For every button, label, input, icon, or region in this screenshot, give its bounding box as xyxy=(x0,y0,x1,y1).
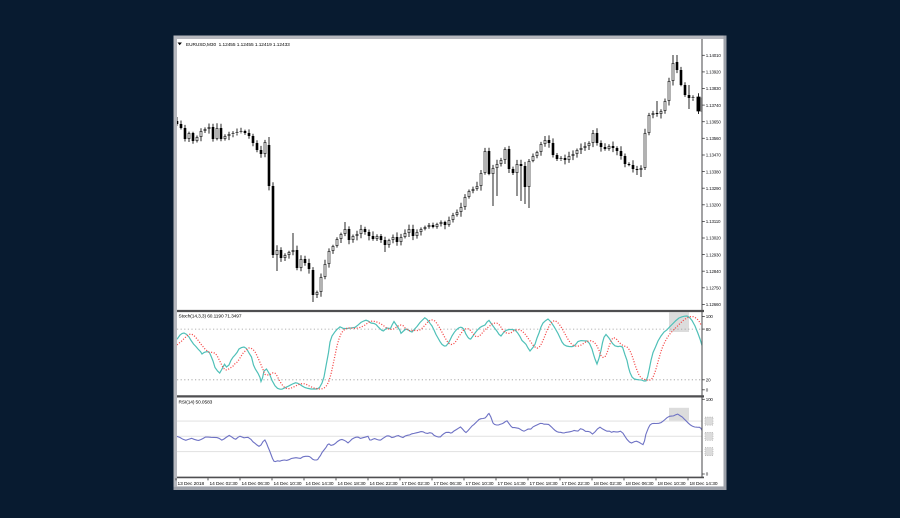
svg-text:1.12660: 1.12660 xyxy=(706,302,722,307)
svg-text:17 Dec 18:30: 17 Dec 18:30 xyxy=(530,481,558,487)
svg-text:1.13560: 1.13560 xyxy=(706,136,722,141)
svg-text:17 Dec 02:30: 17 Dec 02:30 xyxy=(402,481,430,487)
svg-text:1.12930: 1.12930 xyxy=(706,252,722,257)
svg-text:18 Dec 10:30: 18 Dec 10:30 xyxy=(658,481,686,487)
svg-text:1.13830: 1.13830 xyxy=(706,86,722,91)
svg-text:1.13110: 1.13110 xyxy=(706,219,721,224)
svg-text:RSI(14) 50.0583: RSI(14) 50.0583 xyxy=(179,400,213,406)
svg-text:18 Dec 14:30: 18 Dec 14:30 xyxy=(690,481,718,487)
svg-text:14 Dec 06:30: 14 Dec 06:30 xyxy=(242,481,270,487)
svg-text:1.13470: 1.13470 xyxy=(706,153,722,158)
svg-text:1.13290: 1.13290 xyxy=(706,186,722,191)
svg-text:100: 100 xyxy=(706,314,714,319)
svg-text:0: 0 xyxy=(706,472,709,477)
svg-text:14 Dec 18:30: 14 Dec 18:30 xyxy=(338,481,366,487)
svg-text:17 Dec 10:30: 17 Dec 10:30 xyxy=(466,481,494,487)
svg-text:20: 20 xyxy=(706,378,711,383)
svg-text:14 Dec 22:30: 14 Dec 22:30 xyxy=(370,481,398,487)
svg-text:1.13740: 1.13740 xyxy=(706,103,722,108)
svg-text:1.13650: 1.13650 xyxy=(706,119,722,124)
svg-text:80: 80 xyxy=(706,327,711,332)
svg-text:1.12750: 1.12750 xyxy=(706,286,722,291)
svg-text:14 Dec 14:30: 14 Dec 14:30 xyxy=(306,481,334,487)
svg-text:14 Dec 02:30: 14 Dec 02:30 xyxy=(210,481,238,487)
svg-text:17 Dec 14:30: 17 Dec 14:30 xyxy=(498,481,526,487)
svg-text:18 Dec 02:30: 18 Dec 02:30 xyxy=(594,481,622,487)
svg-text:1.12840: 1.12840 xyxy=(706,269,722,274)
svg-text:Stoch(14,3,3) 60.1190 71.3497: Stoch(14,3,3) 60.1190 71.3497 xyxy=(179,314,242,320)
svg-text:14 Dec 10:30: 14 Dec 10:30 xyxy=(274,481,302,487)
svg-text:1.13920: 1.13920 xyxy=(706,70,722,75)
svg-text:17 Dec 22:30: 17 Dec 22:30 xyxy=(562,481,590,487)
svg-text:13 Dec 2018: 13 Dec 2018 xyxy=(178,481,205,487)
svg-text:0: 0 xyxy=(706,388,709,393)
svg-text:18 Dec 06:30: 18 Dec 06:30 xyxy=(626,481,654,487)
svg-text:100: 100 xyxy=(706,397,714,402)
svg-text:1.13380: 1.13380 xyxy=(706,169,722,174)
svg-text:EURUSD,M30 1.12455 1.12455 1.: EURUSD,M30 1.12455 1.12455 1.12419 1.124… xyxy=(186,42,290,48)
svg-text:1.14010: 1.14010 xyxy=(706,53,722,58)
svg-text:1.13200: 1.13200 xyxy=(706,203,722,208)
svg-text:17 Dec 06:30: 17 Dec 06:30 xyxy=(434,481,462,487)
svg-text:1.13020: 1.13020 xyxy=(706,236,722,241)
